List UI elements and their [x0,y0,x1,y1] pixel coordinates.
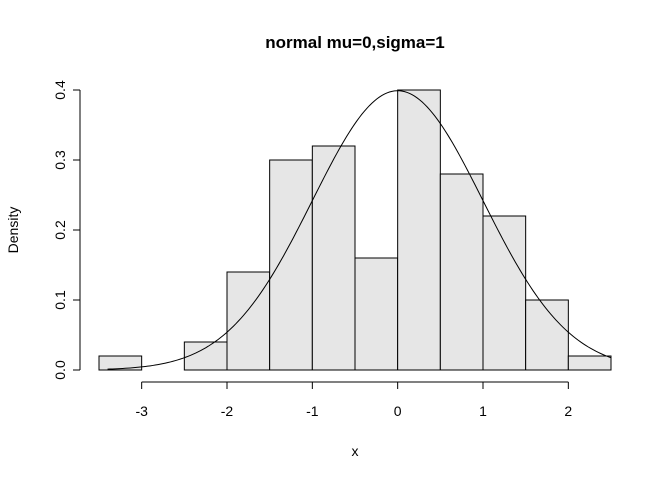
x-tick-label: -1 [306,403,319,419]
histogram-bar [439,173,484,371]
x-tick-label: -3 [135,403,148,419]
y-axis: 0.0 0.1 0.2 0.3 0.4 [52,80,81,380]
y-tick-label: 0.4 [52,80,68,100]
histogram-bars [98,89,612,371]
y-axis-label: Density [5,207,21,254]
histogram-bar [183,341,228,371]
histogram-bar [397,89,441,371]
histogram-bar [98,355,143,371]
normal-density-curve [107,90,612,370]
y-tick-label: 0.0 [52,360,68,380]
histogram-bar [226,271,271,371]
x-tick-label: -2 [221,403,234,419]
histogram-bar [311,145,356,371]
x-tick-label: 0 [394,403,402,419]
histogram-bar [482,215,527,371]
y-tick-label: 0.1 [52,290,68,310]
x-axis-label: x [352,443,359,459]
chart-title: normal mu=0,sigma=1 [265,33,445,52]
x-axis: -3 -2 -1 0 1 2 [135,381,572,419]
x-tick-label: 1 [479,403,487,419]
histogram-bar [525,299,569,371]
y-tick-label: 0.2 [52,220,68,240]
histogram-bar [354,257,399,371]
histogram-bar [567,355,612,371]
histogram-bar [269,159,313,371]
x-tick-label: 2 [564,403,572,419]
y-tick-label: 0.3 [52,150,68,170]
